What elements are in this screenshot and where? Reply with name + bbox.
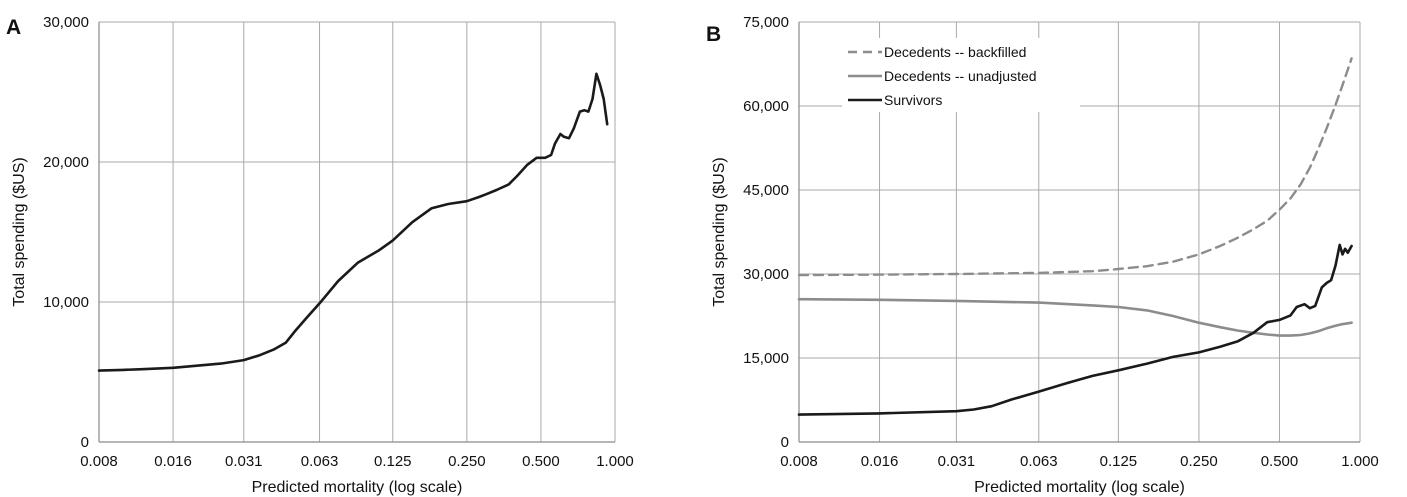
panel-a-series-line-0	[97, 72, 609, 372]
panel-a-x-tick-label: 0.031	[225, 453, 263, 470]
panel-b: B 0.008 0.016 0.031 0.063 0.125 0.250 0.500 1.0…	[706, 14, 1379, 496]
panel-a-y-tick-label: 30,000	[43, 14, 89, 31]
panel-b-y-tick-label: 30,000	[743, 266, 789, 283]
panel-a: A 0.008 0.016 0.031 0.063 0.125 0.250 0.500 1.0…	[6, 14, 634, 496]
panel-a-y-tick-label: 10,000	[43, 294, 89, 311]
panel-a-x-tick-label: 0.063	[301, 453, 339, 470]
panel-b-series-line-2	[797, 243, 1353, 416]
panel-b-legend-label-0: Decedents -- backfilled	[884, 44, 1026, 60]
panel-b-y-axis-label: Total spending ($US)	[711, 157, 728, 306]
panel-a-x-axis-label: Predicted mortality (log scale)	[252, 479, 463, 496]
panel-b-x-tick-label: 0.031	[938, 453, 976, 470]
panel-b-y-tick-label: 60,000	[743, 98, 789, 115]
panel-b-letter: B	[706, 23, 721, 46]
panel-b-y-tick-label: 15,000	[743, 350, 789, 367]
panel-a-x-tick-label: 0.500	[522, 453, 560, 470]
panel-b-legend-label-1: Decedents -- unadjusted	[884, 68, 1037, 84]
panel-b-series-line-1	[797, 297, 1353, 337]
panel-b-x-tick-label: 1.000	[1341, 453, 1379, 470]
panel-b-x-tick-label: 0.016	[861, 453, 899, 470]
panel-a-x-tick-label: 0.125	[374, 453, 412, 470]
panel-a-y-tick-label: 20,000	[43, 154, 89, 171]
panel-b-x-tick-label: 0.063	[1020, 453, 1058, 470]
panel-b-legend-label-2: Survivors	[884, 92, 942, 108]
panel-b-y-tick-label: 45,000	[743, 182, 789, 199]
panel-b-x-axis-label: Predicted mortality (log scale)	[974, 479, 1185, 496]
panel-b-x-tick-label: 0.250	[1180, 453, 1218, 470]
panel-b-x-tick-label: 0.500	[1261, 453, 1299, 470]
panel-a-x-tick-label: 0.016	[154, 453, 192, 470]
panel-a-x-tick-label: 1.000	[596, 453, 634, 470]
panel-b-y-tick-label: 0	[781, 434, 789, 451]
panel-b-y-tick-label: 75,000	[743, 14, 789, 31]
panel-a-x-tick-label: 0.008	[80, 453, 118, 470]
panel-b-series-line-0	[797, 57, 1353, 277]
panel-a-x-tick-label: 0.250	[448, 453, 486, 470]
panel-b-x-tick-label: 0.125	[1100, 453, 1138, 470]
panel-a-letter: A	[6, 16, 21, 39]
panel-a-y-axis-label: Total spending ($US)	[11, 157, 28, 306]
panel-a-y-tick-label: 0	[81, 434, 89, 451]
panel-b-x-tick-label: 0.008	[780, 453, 818, 470]
